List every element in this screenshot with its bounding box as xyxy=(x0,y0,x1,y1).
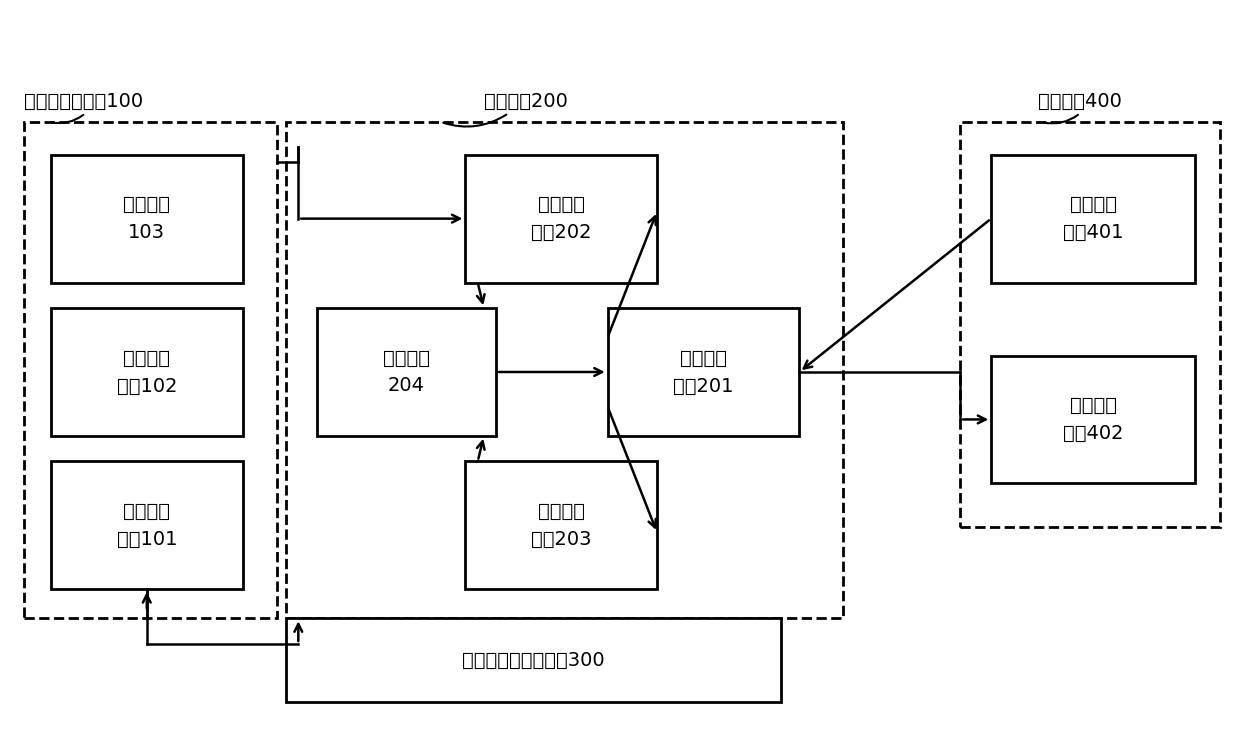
Text: 核电系统数据库模块300: 核电系统数据库模块300 xyxy=(463,651,605,670)
Bar xyxy=(286,619,781,702)
Text: 信息接收
模块201: 信息接收 模块201 xyxy=(673,348,734,396)
Text: 逻辑分析
模块102: 逻辑分析 模块102 xyxy=(117,348,177,396)
Text: 建立模块
103: 建立模块 103 xyxy=(123,195,170,242)
Text: 流程图建立模块100: 流程图建立模块100 xyxy=(24,92,143,111)
Text: 展示模块400: 展示模块400 xyxy=(1038,92,1122,111)
Bar xyxy=(465,155,657,282)
Text: 任务确认
模块101: 任务确认 模块101 xyxy=(117,502,177,549)
Bar xyxy=(286,122,843,619)
Text: 任务获取
模块203: 任务获取 模块203 xyxy=(531,502,591,549)
Text: 信息发送
模块401: 信息发送 模块401 xyxy=(1063,195,1123,242)
Bar xyxy=(317,308,496,436)
Bar xyxy=(991,356,1195,483)
Text: 处理模块
204: 处理模块 204 xyxy=(383,348,430,396)
Text: 进度获取
模块202: 进度获取 模块202 xyxy=(531,195,591,242)
Bar xyxy=(465,462,657,589)
Bar xyxy=(24,122,278,619)
Bar xyxy=(991,155,1195,282)
Text: 控制模块200: 控制模块200 xyxy=(484,92,568,111)
Text: 图像显示
模块402: 图像显示 模块402 xyxy=(1063,396,1123,443)
Bar xyxy=(51,308,243,436)
Bar xyxy=(608,308,800,436)
Bar xyxy=(51,462,243,589)
Bar xyxy=(51,155,243,282)
Bar xyxy=(960,122,1220,527)
